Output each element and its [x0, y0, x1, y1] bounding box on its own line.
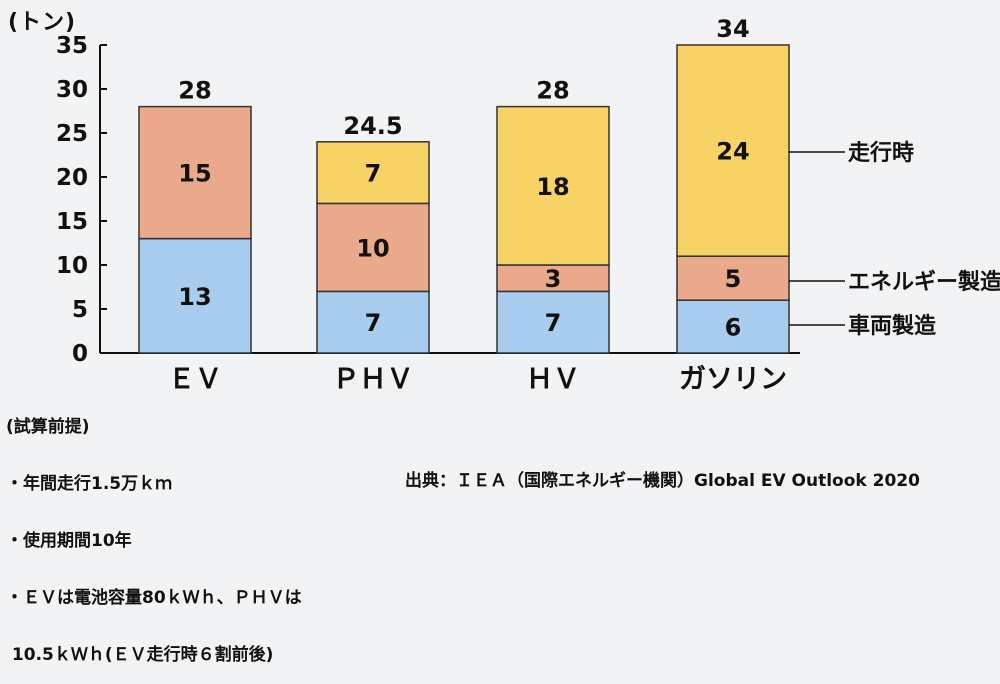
legend-label: 車両製造	[848, 313, 936, 339]
y-tick-label: 25	[56, 121, 88, 147]
legend-label: 走行時	[848, 140, 914, 166]
source-citation: 出典：ＩＥＡ（国際エネルギー機関）Global EV Outlook 2020	[405, 471, 920, 491]
bar-total-label: 34	[716, 15, 749, 43]
x-category-label: ＨＶ	[526, 364, 580, 395]
segment-value-label: 15	[178, 160, 211, 188]
y-tick-label: 15	[56, 209, 88, 235]
bar-segment	[316, 290, 430, 354]
stacked-bar-chart: 0 5 10 15 20 25 30 35 13 15 28 ＥＶ 7 10 7 24.5 ＰＨＶ 7 3 18 28 Ｈ…	[56, 15, 1000, 395]
segment-value-label: 13	[178, 283, 211, 311]
bar-segment	[138, 237, 252, 354]
segment-value-label: 6	[725, 314, 742, 342]
segment-value-label: 24	[716, 138, 749, 166]
note-line: ・年間走行1.5万ｋｍ	[6, 474, 173, 494]
bar-segment	[138, 105, 252, 240]
segment-value-label: 3	[545, 265, 562, 293]
segment-value-label: 7	[365, 160, 382, 188]
segment-value-label: 10	[356, 234, 389, 262]
note-line: 10.5ｋＷｈ(ＥＶ走行時６割前後)	[6, 645, 274, 665]
y-tick-label: 20	[56, 165, 88, 191]
bar-segment	[496, 105, 610, 266]
unit-label: (トン)	[8, 10, 77, 35]
x-category-label: ＥＶ	[168, 364, 222, 395]
x-category-label: ガソリン	[679, 364, 787, 395]
bar-total-label: 28	[536, 77, 569, 105]
y-tick-label: 30	[56, 77, 88, 103]
legend-label: エネルギー製造	[848, 269, 1000, 295]
note-line: ・ＥＶは電池容量80ｋＷｈ、ＰＨＶは	[6, 588, 302, 608]
y-tick-label: 5	[72, 297, 88, 323]
segment-value-label: 7	[545, 309, 562, 337]
bar-total-label: 28	[178, 77, 211, 105]
y-tick-label: 0	[72, 341, 88, 367]
note-line: (試算前提)	[6, 417, 90, 437]
y-tick-label: 10	[56, 253, 88, 279]
bar-segment	[496, 264, 610, 293]
y-tick-label: 35	[56, 33, 88, 59]
segment-value-label: 5	[725, 265, 742, 293]
segment-value-label: 7	[365, 309, 382, 337]
segment-value-label: 18	[536, 173, 569, 201]
bar-total-label: 24.5	[343, 112, 402, 140]
bar-segment	[316, 202, 430, 293]
bar-segment	[676, 44, 790, 257]
assumption-notes: (試算前提) ・年間走行1.5万ｋｍ ・使用期間10年 ・ＥＶは電池容量80ｋＷ…	[6, 380, 302, 684]
x-category-label: ＰＨＶ	[333, 364, 414, 395]
bar-segment	[676, 255, 790, 301]
note-line: ・使用期間10年	[6, 531, 132, 551]
bar-segment	[316, 141, 430, 205]
